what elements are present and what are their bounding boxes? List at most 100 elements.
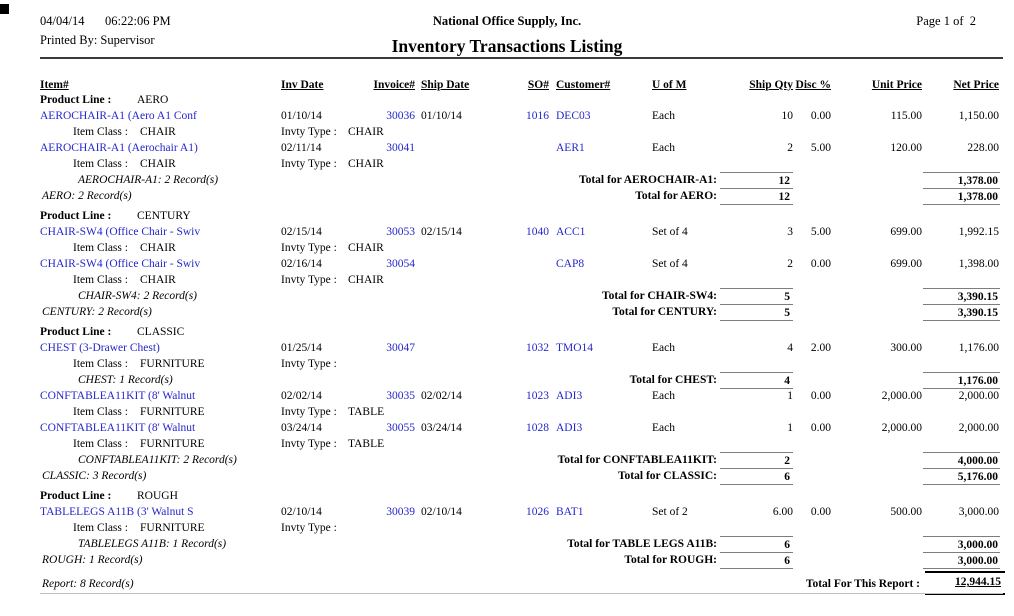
customer-link[interactable]: BAT1: [556, 506, 584, 518]
report-date: 04/04/14: [40, 14, 85, 28]
so-link[interactable]: 1040: [526, 226, 549, 238]
col-header-so: SO#: [527, 79, 549, 91]
customer-link[interactable]: ADI3: [556, 422, 583, 434]
so-link[interactable]: 1032: [526, 342, 549, 354]
invty-type-value: CHAIR: [348, 158, 384, 170]
item-link[interactable]: AEROCHAIR-A1 (Aero A1 Conf: [40, 110, 197, 122]
total-label: Total for CLASSIC:: [617, 470, 717, 482]
invty-type-value: CHAIR: [348, 242, 384, 254]
total-qty: 12: [720, 188, 793, 205]
unit-price-value: 120.00: [890, 142, 922, 154]
records-count: AERO: 2 Record(s): [42, 190, 132, 202]
invoice-link[interactable]: 30035: [386, 390, 415, 402]
customer-link[interactable]: AER1: [556, 142, 585, 154]
item-class-value: CHAIR: [140, 274, 176, 286]
invty-type-label: Invty Type :: [281, 274, 337, 286]
col-header-invoice: Invoice#: [373, 79, 415, 91]
so-link[interactable]: 1016: [526, 110, 549, 122]
ship-date-value: 02/15/14: [421, 226, 462, 238]
disc-pct-value: 5.00: [810, 226, 831, 238]
item-link[interactable]: CHAIR-SW4 (Office Chair - Swiv: [40, 258, 201, 270]
item-class-label: Item Class :: [73, 358, 128, 370]
ship-qty-value: 6.00: [772, 506, 793, 518]
total-label: Total for CENTURY:: [612, 306, 717, 318]
net-price-value: 1,150.00: [958, 110, 999, 122]
ship-qty-value: 10: [781, 110, 794, 122]
inv-date-value: 03/24/14: [281, 422, 322, 434]
col-header-unit-price: Unit Price: [871, 79, 922, 91]
customer-link[interactable]: ACC1: [556, 226, 586, 238]
uom-value: Each: [652, 142, 675, 154]
item-class-row: Item Class : CHAIR Invty Type : CHAIR: [0, 156, 1014, 172]
page-bottom-rule: [40, 593, 1003, 594]
col-header-net-price: Net Price: [953, 79, 999, 91]
unit-price-value: 115.00: [890, 110, 922, 122]
ship-date-value: 02/02/14: [421, 390, 462, 402]
invoice-link[interactable]: 30036: [386, 110, 415, 122]
records-count: CENTURY: 2 Record(s): [42, 306, 152, 318]
invty-type-value: CHAIR: [348, 274, 384, 286]
item-link[interactable]: AEROCHAIR-A1 (Aerochair A1): [40, 142, 198, 154]
unit-price-value: 2,000.00: [881, 422, 922, 434]
total-row: CONFTABLEA11KIT: 2 Record(s) Total for C…: [0, 452, 1014, 469]
item-class-label: Item Class :: [73, 522, 128, 534]
invty-type-label: Invty Type :: [281, 242, 337, 254]
ship-qty-value: 3: [787, 226, 793, 238]
disc-pct-value: 0.00: [810, 110, 831, 122]
unit-price-value: 699.00: [890, 226, 922, 238]
so-link[interactable]: 1026: [526, 506, 549, 518]
page-indicator: Page 1 of 2: [916, 14, 976, 28]
item-link[interactable]: CONFTABLEA11KIT (8' Walnut: [40, 422, 196, 434]
total-net: 3,390.15: [923, 304, 1000, 321]
item-row: CHAIR-SW4 (Office Chair - Swiv 02/15/14 …: [0, 224, 1014, 240]
item-class-value: FURNITURE: [140, 358, 205, 370]
item-row: TABLELEGS A11B (3' Walnut S 02/10/14 300…: [0, 504, 1014, 520]
report-records-count: Report: 8 Record(s): [42, 578, 134, 590]
item-class-row: Item Class : FURNITURE Invty Type : TABL…: [0, 436, 1014, 452]
total-net: 1,378.00: [923, 188, 1000, 205]
customer-link[interactable]: ADI3: [556, 390, 583, 402]
unit-price-value: 699.00: [890, 258, 922, 270]
item-link[interactable]: CHAIR-SW4 (Office Chair - Swiv: [40, 226, 201, 238]
item-row: AEROCHAIR-A1 (Aero A1 Conf 01/10/14 3003…: [0, 108, 1014, 124]
invoice-link[interactable]: 30054: [386, 258, 415, 270]
report-body: Product Line : AERO AEROCHAIR-A1 (Aero A…: [0, 88, 1014, 569]
total-qty: 5: [720, 304, 793, 321]
invty-type-value: TABLE: [348, 438, 385, 450]
header-rule: [40, 57, 1003, 59]
so-link[interactable]: 1028: [526, 422, 549, 434]
disc-pct-value: 2.00: [810, 342, 831, 354]
total-label: Total for TABLE LEGS A11B:: [567, 538, 717, 550]
customer-link[interactable]: DEC03: [556, 110, 591, 122]
so-link[interactable]: 1023: [526, 390, 549, 402]
records-count: CLASSIC: 3 Record(s): [42, 470, 147, 482]
col-header-uom: U of M: [652, 79, 687, 91]
item-row: CONFTABLEA11KIT (8' Walnut 03/24/14 3005…: [0, 420, 1014, 436]
ship-qty-value: 4: [787, 342, 793, 354]
disc-pct-value: 0.00: [810, 422, 831, 434]
item-class-label: Item Class :: [73, 158, 128, 170]
records-count: AEROCHAIR-A1: 2 Record(s): [78, 174, 219, 186]
net-price-value: 2,000.00: [958, 390, 999, 402]
inv-date-value: 02/16/14: [281, 258, 322, 270]
invoice-link[interactable]: 30053: [386, 226, 415, 238]
total-label: Total for AEROCHAIR-A1:: [578, 174, 717, 186]
invoice-link[interactable]: 30041: [386, 142, 415, 154]
screen-corner-artifact: [0, 4, 9, 14]
report-total-value: 12,944.15: [925, 571, 1005, 595]
net-price-value: 1,992.15: [958, 226, 999, 238]
total-qty: 6: [720, 552, 793, 569]
item-link[interactable]: CONFTABLEA11KIT (8' Walnut: [40, 390, 196, 402]
invoice-link[interactable]: 30055: [386, 422, 415, 434]
total-row: AERO: 2 Record(s) Total for AERO: 12 1,3…: [0, 188, 1014, 205]
item-link[interactable]: CHEST (3-Drawer Chest): [40, 342, 160, 354]
item-class-label: Item Class :: [73, 126, 128, 138]
invoice-link[interactable]: 30039: [386, 506, 415, 518]
customer-link[interactable]: TMO14: [556, 342, 594, 354]
invoice-link[interactable]: 30047: [386, 342, 415, 354]
item-link[interactable]: TABLELEGS A11B (3' Walnut S: [40, 506, 194, 518]
customer-link[interactable]: CAP8: [556, 258, 585, 270]
item-class-row: Item Class : CHAIR Invty Type : CHAIR: [0, 124, 1014, 140]
uom-value: Set of 4: [652, 226, 688, 238]
invty-type-label: Invty Type :: [281, 522, 337, 534]
